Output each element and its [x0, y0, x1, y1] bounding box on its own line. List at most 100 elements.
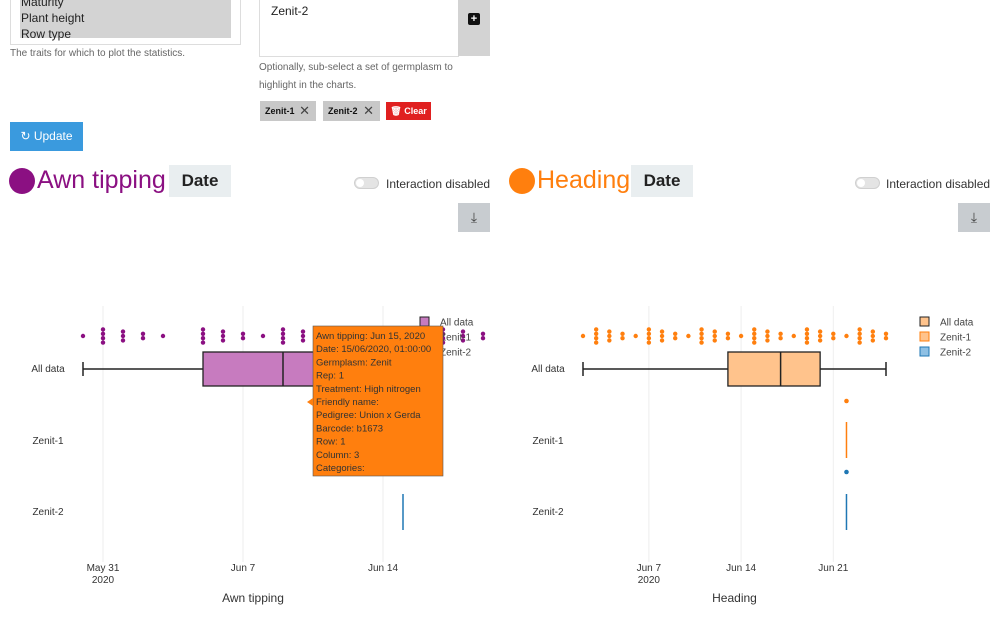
data-point [857, 336, 862, 341]
data-point [673, 336, 678, 341]
data-point [607, 338, 612, 343]
legend-label: All data [940, 318, 974, 329]
interaction-toggle[interactable] [855, 177, 880, 189]
refresh-icon: ↻ [20, 129, 31, 143]
data-point [765, 333, 770, 339]
tooltip-line: Rep: 1 [316, 371, 344, 382]
data-point [804, 327, 810, 332]
data-point [280, 336, 286, 341]
trait-list[interactable]: Maturity Plant height Row type [20, 0, 231, 41]
legend-label: Zenit-2 [440, 348, 472, 359]
data-point [580, 333, 586, 339]
clear-button[interactable]: 🗑 Clear [386, 102, 431, 120]
data-point [480, 336, 486, 341]
x-axis-label: Awn tipping [222, 591, 284, 605]
data-point [699, 327, 704, 332]
data-point [460, 338, 466, 343]
tooltip-line: Row: 1 [316, 437, 346, 448]
data-point [857, 331, 862, 336]
data-point [200, 336, 206, 341]
data-point [804, 336, 810, 341]
tooltip-line: Germplasm: Zenit [316, 357, 392, 368]
data-point [870, 338, 876, 343]
tooltip-pointer [307, 398, 313, 406]
chart-title: Heading [537, 166, 631, 194]
data-point [120, 333, 126, 339]
data-point [460, 333, 466, 339]
legend-label: All data [440, 318, 474, 329]
trait-option[interactable]: Maturity [21, 0, 64, 9]
germplasm-chip[interactable]: Zenit-2 ✕ [323, 101, 380, 121]
x-axis-label: Heading [712, 591, 757, 605]
data-point [220, 329, 226, 334]
trait-option[interactable]: Row type [21, 27, 72, 41]
data-point [607, 333, 612, 339]
trait-option[interactable]: Plant height [21, 11, 85, 25]
data-point [80, 333, 86, 339]
data-point [646, 336, 652, 341]
row-label: Zenit-2 [532, 507, 564, 518]
data-point [120, 329, 126, 334]
data-point [300, 333, 306, 339]
data-point [300, 338, 306, 343]
data-point [686, 333, 691, 339]
download-icon: ⤓ [970, 209, 978, 225]
download-icon: ⤓ [470, 209, 478, 225]
close-icon[interactable]: ✕ [299, 103, 310, 118]
row-label: Zenit-2 [32, 507, 64, 518]
data-point [699, 336, 704, 341]
x-tick-label: Jun 14 [726, 563, 756, 574]
interaction-toggle[interactable] [354, 177, 379, 189]
tooltip-line: Treatment: High nitrogen [316, 384, 421, 395]
data-point [659, 338, 665, 343]
row-label: All data [531, 364, 565, 375]
trait-color-dot [9, 168, 35, 194]
chip-label: Zenit-1 [265, 106, 295, 116]
download-button[interactable]: ⤓ [958, 203, 990, 232]
germplasm-chip[interactable]: Zenit-1 ✕ [260, 101, 316, 121]
chip-label: Zenit-2 [328, 106, 358, 116]
data-point [844, 333, 849, 339]
data-point [712, 338, 717, 343]
data-point [870, 329, 876, 334]
data-point [200, 327, 206, 332]
data-point [460, 329, 466, 334]
download-button[interactable]: ⤓ [458, 203, 490, 232]
x-tick-label: Jun 7 [231, 563, 256, 574]
data-point [646, 331, 652, 336]
zenit1-point [844, 398, 849, 404]
update-button[interactable]: ↻ Update [10, 122, 83, 151]
date-badge: Date [169, 165, 231, 197]
data-point [240, 336, 246, 341]
data-point [646, 340, 652, 345]
trait-color-dot [509, 168, 535, 194]
data-point [220, 338, 226, 343]
data-point [883, 336, 889, 341]
data-point [712, 329, 717, 334]
tooltip-box [312, 325, 444, 477]
germplasm-help-line2: highlight in the charts. [259, 80, 357, 91]
data-point [120, 338, 126, 343]
legend-label: Zenit-1 [940, 333, 972, 344]
zenit2-point [844, 469, 849, 475]
data-point [659, 333, 665, 339]
data-point [300, 329, 306, 334]
germplasm-side-panel [458, 0, 490, 56]
x-tick-label: Jun 21 [818, 563, 848, 574]
data-point [752, 336, 757, 341]
data-point [699, 340, 704, 345]
trash-icon: 🗑 [390, 106, 402, 116]
legend-label: Zenit-1 [440, 333, 472, 344]
close-icon[interactable]: ✕ [363, 103, 374, 118]
data-point [646, 327, 652, 332]
data-point [593, 331, 599, 336]
add-germplasm-button[interactable]: + [468, 13, 480, 25]
clear-label: Clear [404, 106, 427, 116]
data-point [200, 340, 206, 345]
germplasm-option[interactable]: Zenit-2 [271, 4, 309, 18]
data-point [725, 336, 731, 341]
data-point [712, 333, 717, 339]
data-point [593, 327, 599, 332]
toggle-label: Interaction disabled [886, 177, 991, 191]
